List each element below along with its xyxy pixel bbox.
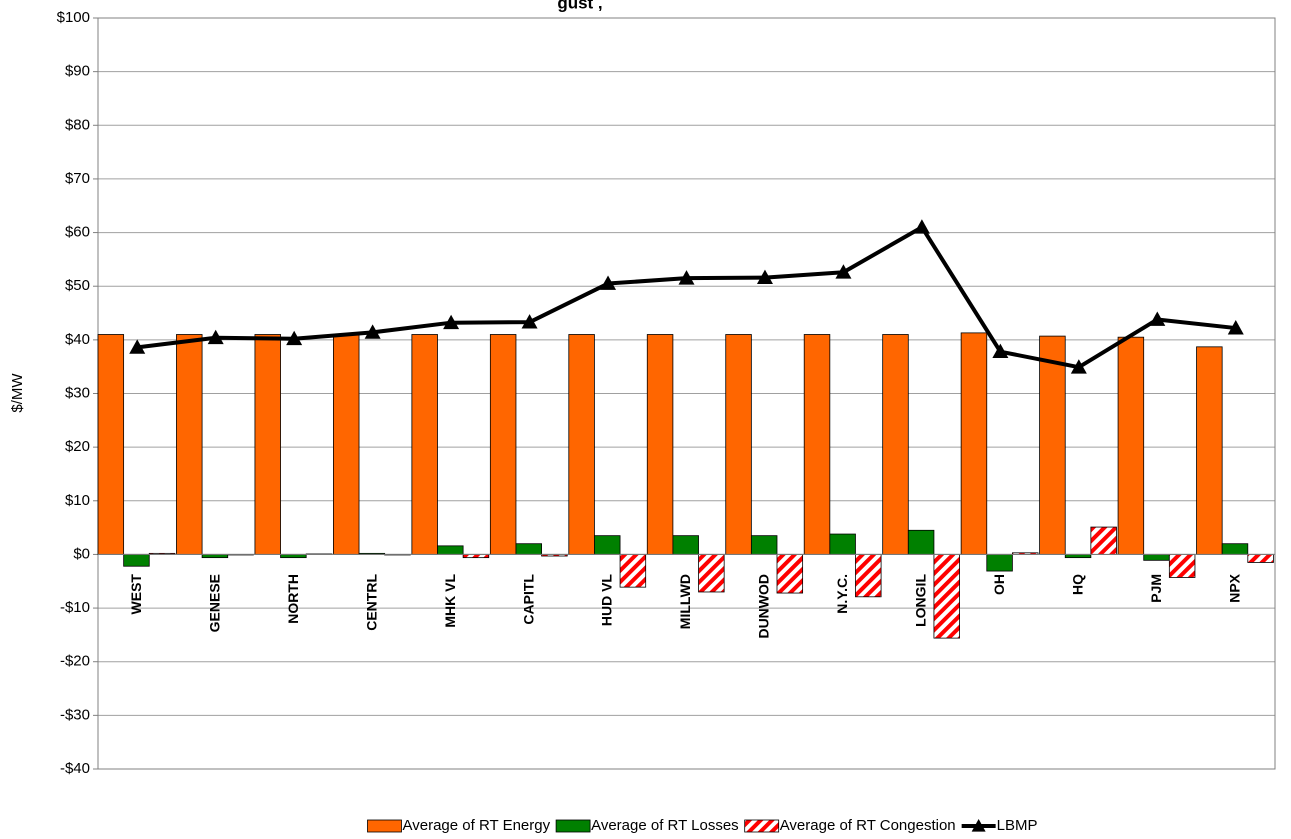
x-tick-label: GENESE xyxy=(206,574,222,632)
x-tick-label: N.Y.C. xyxy=(834,574,850,614)
marker xyxy=(913,219,930,234)
x-tick-label: NORTH xyxy=(285,574,301,624)
legend-swatch xyxy=(971,819,986,832)
y-tick-label: -$30 xyxy=(60,706,90,723)
marker xyxy=(129,339,146,354)
bar xyxy=(515,543,542,555)
bar xyxy=(1090,526,1117,555)
legend-swatch xyxy=(744,819,780,833)
bar xyxy=(1039,335,1066,555)
bar xyxy=(960,332,988,555)
bar xyxy=(776,554,804,594)
x-tick-label: CAPITL xyxy=(520,574,536,625)
x-tick-label: NPX xyxy=(1226,573,1242,602)
y-tick-label: $60 xyxy=(65,224,90,241)
y-tick-label: $70 xyxy=(65,170,90,187)
bar xyxy=(750,535,778,555)
y-tick-label: $100 xyxy=(57,9,90,26)
bar xyxy=(1117,336,1145,555)
y-tick-label: $20 xyxy=(65,438,90,455)
x-tick-label: HUD VL xyxy=(599,574,615,627)
legend-label: Average of RT Energy xyxy=(403,817,551,834)
bar xyxy=(1143,554,1170,561)
y-tick-label: -$40 xyxy=(60,760,90,777)
bar xyxy=(332,334,360,555)
bar xyxy=(698,554,725,593)
bar xyxy=(1247,554,1274,563)
x-tick-label: LONGIL xyxy=(913,574,929,627)
y-tick-label: $90 xyxy=(65,63,90,80)
bar xyxy=(123,554,150,567)
x-tick-label: WEST xyxy=(128,574,144,615)
marker xyxy=(1070,359,1087,374)
bar xyxy=(672,535,699,555)
y-tick-label: $30 xyxy=(65,384,90,401)
x-tick-label: CENTRL xyxy=(363,574,379,631)
bar xyxy=(986,554,1013,572)
bar xyxy=(855,554,882,598)
bar xyxy=(411,334,438,555)
x-tick-label: DUNWOD xyxy=(756,574,772,639)
y-axis-label: $/MW xyxy=(9,373,26,413)
marker xyxy=(992,343,1009,359)
x-tick-label: HQ xyxy=(1070,574,1086,595)
x-tick-label: OH xyxy=(991,574,1007,595)
bar xyxy=(933,554,960,639)
bar xyxy=(437,545,464,555)
legend: Average of RT Energy Average of RT Losses… xyxy=(367,817,1038,834)
bar xyxy=(803,334,831,555)
bar xyxy=(882,334,909,555)
bar xyxy=(568,334,595,555)
marker xyxy=(600,275,617,290)
marker xyxy=(443,314,460,330)
marker xyxy=(364,324,381,339)
x-tick-label: PJM xyxy=(1148,574,1164,603)
bar xyxy=(489,334,517,555)
marker xyxy=(756,269,773,285)
bar xyxy=(1168,554,1196,578)
y-tick-label: -$10 xyxy=(60,599,90,616)
y-tick-label: $10 xyxy=(65,492,90,509)
legend-label: Average of RT Congestion xyxy=(780,817,956,834)
x-tick-label: MHK VL xyxy=(442,574,458,628)
bar xyxy=(1196,346,1223,555)
legend-swatch xyxy=(555,819,591,833)
legend-swatch xyxy=(367,819,402,833)
marker xyxy=(835,264,852,279)
bar xyxy=(176,334,203,555)
bar xyxy=(254,334,281,555)
bar xyxy=(594,535,621,555)
y-tick-label: $50 xyxy=(65,277,90,294)
y-tick-label: $0 xyxy=(73,545,90,562)
bar xyxy=(646,334,674,555)
marker xyxy=(1227,320,1244,335)
bar xyxy=(829,533,856,555)
bar xyxy=(907,529,935,555)
chart-title: gust , xyxy=(557,0,602,12)
marker xyxy=(521,314,538,329)
y-tick-label: $80 xyxy=(65,116,90,133)
marker xyxy=(1149,311,1166,326)
marker xyxy=(678,270,695,285)
bar xyxy=(1221,543,1249,555)
legend-label: Average of RT Losses xyxy=(591,817,739,834)
y-tick-label: $40 xyxy=(65,331,90,348)
x-tick-label: MILLWD xyxy=(677,574,693,629)
bar xyxy=(97,334,125,555)
marker xyxy=(207,329,224,345)
y-tick-label: -$20 xyxy=(60,653,90,670)
marker xyxy=(286,330,303,346)
bar xyxy=(725,334,752,555)
bar xyxy=(619,554,647,588)
legend-label: LBMP xyxy=(997,817,1038,834)
